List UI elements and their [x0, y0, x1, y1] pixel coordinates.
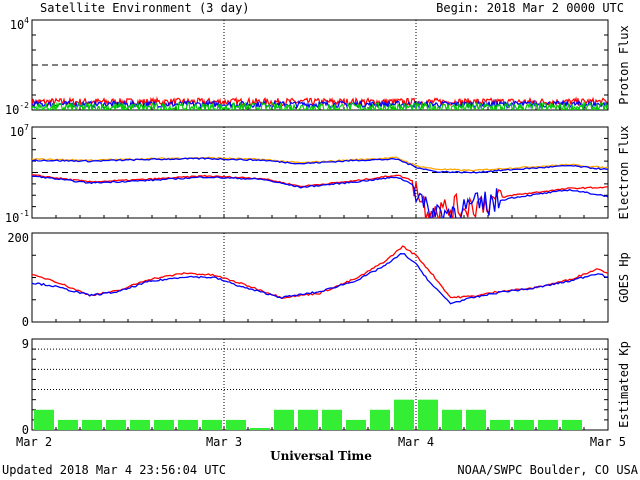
- x-axis-date-label: Mar 2: [16, 435, 52, 449]
- x-axis-date-label: Mar 4: [398, 435, 434, 449]
- goes_hp-frame: [31, 232, 609, 323]
- kp-ylabel: Estimated Kp: [617, 341, 631, 428]
- updated-time: Updated 2018 Mar 4 23:56:04 UTC: [2, 463, 226, 477]
- kp-plot-area: [34, 399, 582, 430]
- kp-bar: [322, 409, 342, 430]
- kp-ytick-top: 9: [22, 337, 29, 351]
- goes_hp-plot-area: [32, 245, 608, 305]
- kp-bar: [538, 419, 558, 430]
- electron-flux-panel: 107 10-1 Electron Flux: [5, 123, 631, 225]
- proton-plot-area: [32, 96, 608, 110]
- begin-time: Begin: 2018 Mar 2 0000 UTC: [436, 1, 624, 15]
- electron-series-line: [32, 157, 608, 174]
- kp-bar: [202, 419, 222, 430]
- kp-bar: [274, 409, 294, 430]
- kp-bar: [418, 399, 438, 430]
- proton-ytick-bottom: 10-2: [5, 101, 29, 117]
- kp-bar: [106, 419, 126, 430]
- x-axis-labels: Mar 2 Mar 3 Mar 4 Mar 5: [16, 435, 626, 449]
- electron-series-line: [32, 175, 608, 218]
- goes_hp-ylabel: GOES Hp: [617, 252, 631, 303]
- x-axis-title: Universal Time: [270, 449, 372, 463]
- kp-bar: [514, 419, 534, 430]
- kp-bar: [370, 409, 390, 430]
- proton-flux-panel: 104 10-2 Proton Flux: [5, 16, 631, 117]
- kp-bar: [154, 419, 174, 430]
- proton-frame: [31, 19, 609, 111]
- kp-bar: [298, 409, 318, 430]
- kp-bar: [394, 399, 414, 430]
- x-axis-date-label: Mar 5: [590, 435, 626, 449]
- electron-frame: [31, 126, 609, 219]
- goes_hp-ytick-bottom: 0: [22, 315, 29, 329]
- kp-bar: [442, 409, 462, 430]
- chart-title: Satellite Environment (3 day): [40, 1, 250, 15]
- electron-ytick-top: 107: [10, 123, 29, 139]
- kp-bar: [250, 427, 270, 430]
- kp-bar: [562, 419, 582, 430]
- kp-bar: [466, 409, 486, 430]
- estimated-kp-panel: 9 0 Estimated Kp: [22, 337, 631, 437]
- credit: NOAA/SWPC Boulder, CO USA: [457, 463, 638, 477]
- electron-ytick-bottom: 10-1: [5, 209, 29, 225]
- kp-bar: [178, 419, 198, 430]
- goes-hp-panel: 200 0 GOES Hp: [7, 231, 631, 329]
- kp-ytick-bottom: 0: [22, 423, 29, 437]
- kp-bar: [130, 419, 150, 430]
- electron-plot-area: [32, 156, 608, 218]
- kp-bar: [34, 409, 54, 430]
- kp-bar: [346, 419, 366, 430]
- kp-bar: [58, 419, 78, 430]
- x-axis-date-label: Mar 3: [206, 435, 242, 449]
- kp-bar: [490, 419, 510, 430]
- goes_hp-ytick-top: 200: [7, 231, 29, 245]
- goes_hp-series-line: [32, 253, 608, 305]
- proton-flux-line: [32, 100, 608, 110]
- proton-ylabel: Proton Flux: [617, 25, 631, 104]
- electron-ylabel: Electron Flux: [617, 126, 631, 220]
- kp-bar: [226, 419, 246, 430]
- proton-ytick-top: 104: [10, 16, 29, 32]
- kp-bar: [82, 419, 102, 430]
- kp-frame: [31, 338, 609, 431]
